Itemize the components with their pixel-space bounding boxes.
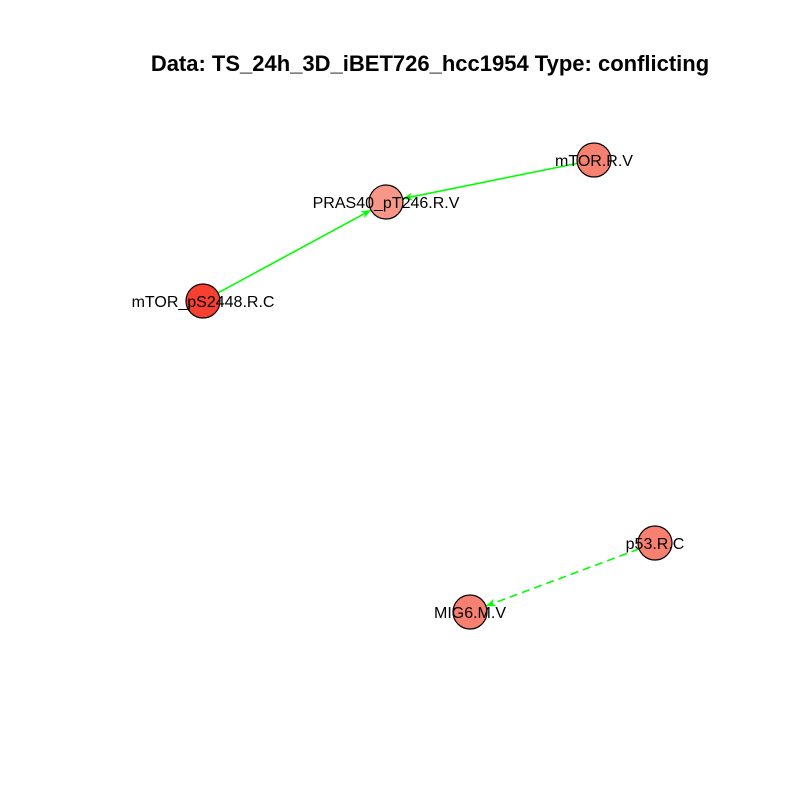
node-mTOR_R_V: mTOR.R.V [555,142,633,178]
node-circle [368,184,404,220]
edge-p53_R_C-to-MIG6_M_V [485,548,640,607]
node-label: mTOR.R.V [555,153,633,170]
node-label: PRAS40_pT246.R.V [313,195,460,212]
diagram-title: Data: TS_24h_3D_iBET726_hcc1954 Type: co… [151,51,709,76]
node-circle [452,594,488,630]
node-label: mTOR_pS2448.R.C [132,294,275,311]
nodes-layer: mTOR.R.V PRAS40_pT246.R.V mTOR_pS2448.R.Cp… [132,142,685,630]
edge-mTOR_R_V-to-PRAS40_pT246_R_V [402,162,578,201]
edges-layer [217,162,640,607]
node-PRAS40_pT246_R_V: PRAS40_pT246.R.V [313,184,460,220]
node-p53_R_C: p53.R.C [626,525,685,561]
node-circle [637,525,673,561]
node-mTOR_pS2448_R_C: mTOR_pS2448.R.C [132,283,275,319]
node-circle [576,142,612,178]
edge-mTOR_pS2448_R_C-to-PRAS40_pT246_R_V [217,209,372,294]
node-label: MIG6.M.V [434,605,506,622]
node-circle [185,283,221,319]
node-MIG6_M_V: MIG6.M.V [434,594,506,630]
node-label: p53.R.C [626,536,685,553]
